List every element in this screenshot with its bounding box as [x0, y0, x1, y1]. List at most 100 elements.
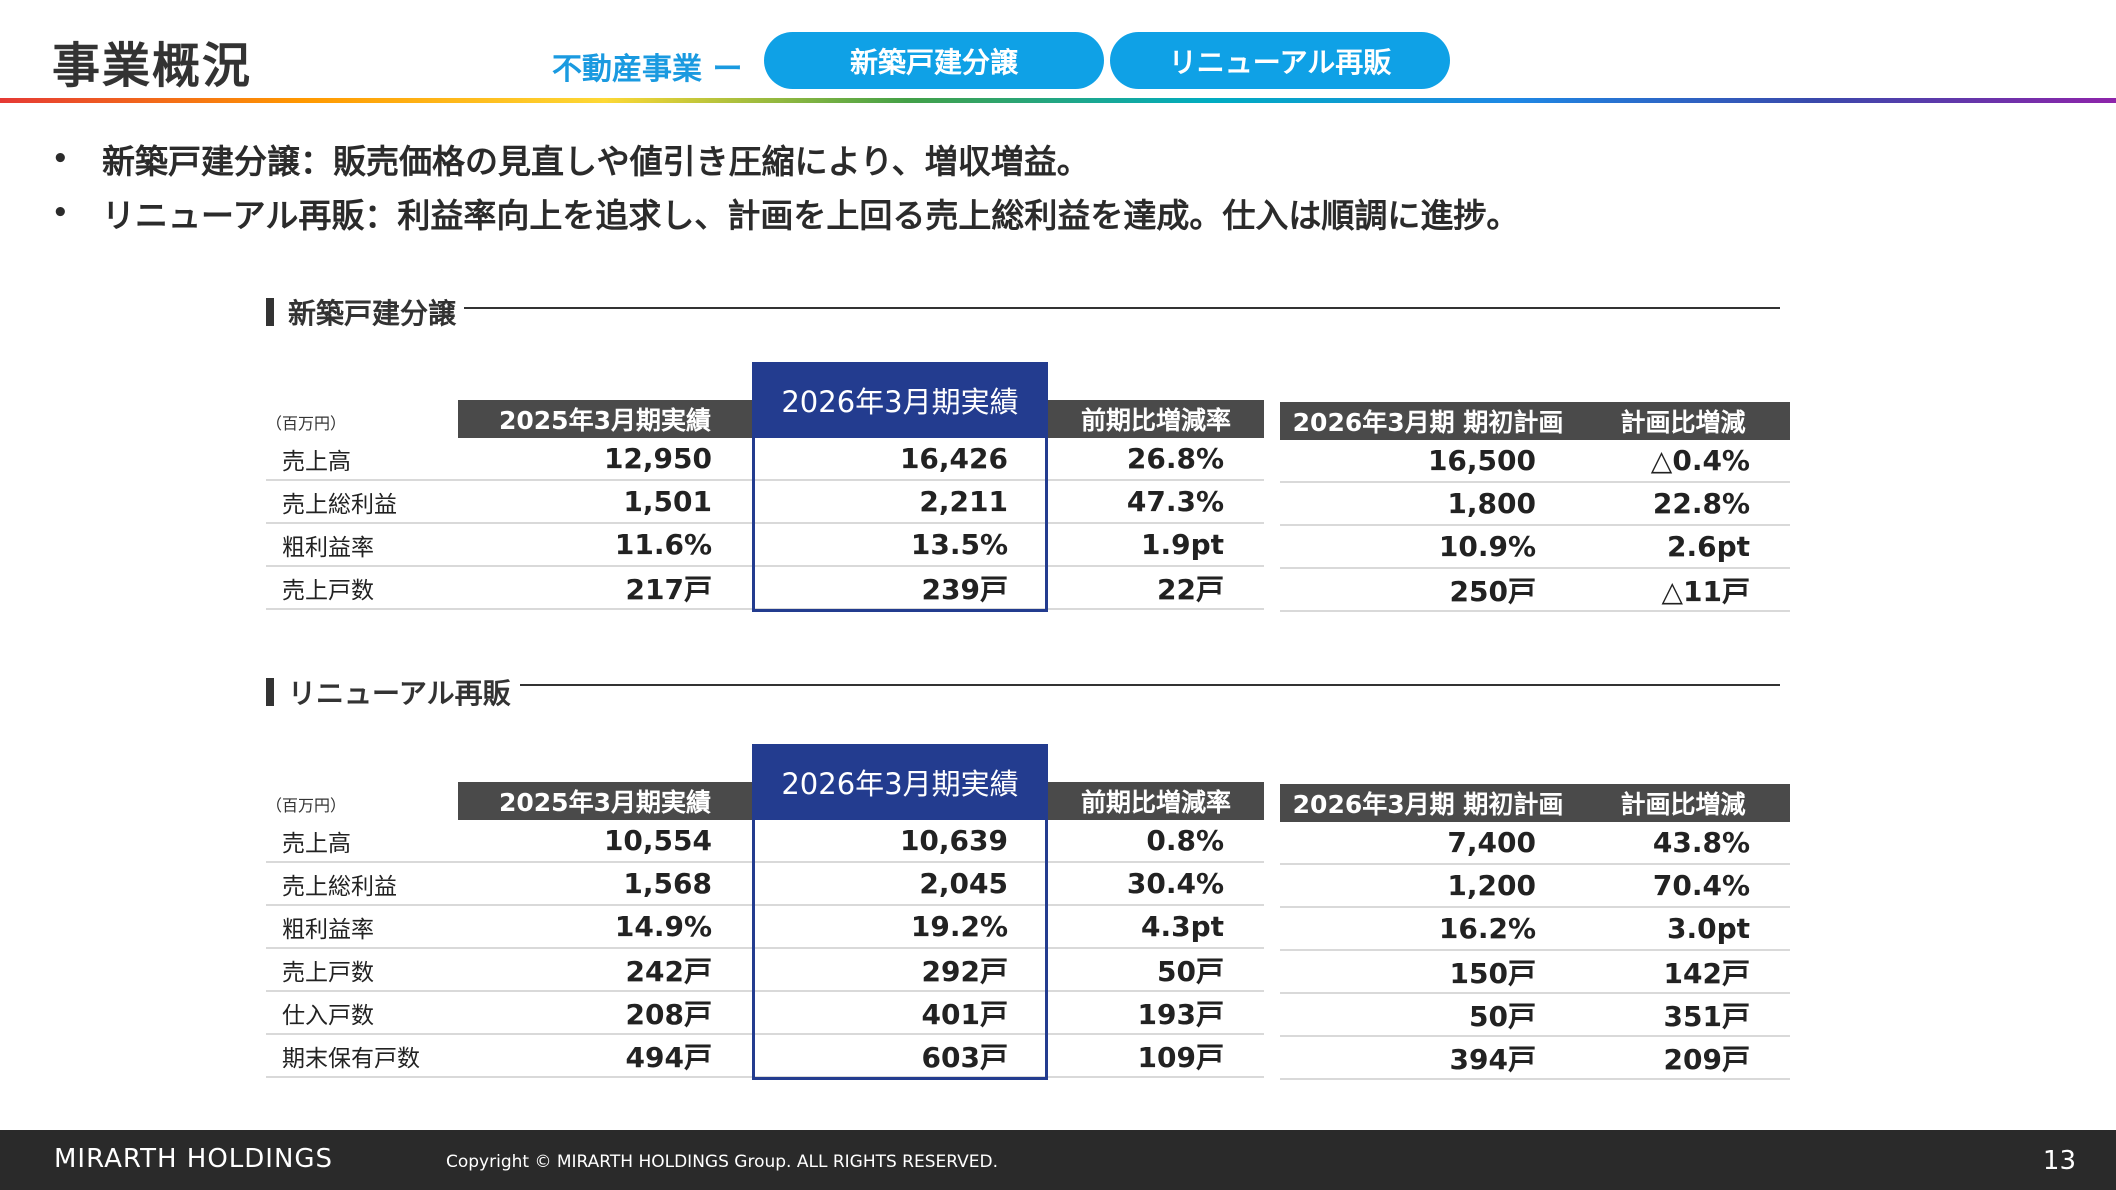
copyright-text: Copyright © MIRARTH HOLDINGS Group. ALL … [446, 1152, 999, 1172]
cell-plan: 16.2% [1280, 907, 1576, 951]
section-title: 新築戸建分譲 [288, 297, 457, 330]
column-header: 計画比増減 [1576, 402, 1790, 440]
column-header: 前期比増減率 [1048, 782, 1264, 820]
table-row: 1,200 70.4% [1280, 864, 1790, 908]
column-header: 2026年3月期 期初計画 [1280, 784, 1576, 822]
cell-plan: 394戸 [1280, 1036, 1576, 1080]
header-blank [266, 782, 458, 820]
unit-label: （百万円） [266, 414, 347, 433]
table-row: 粗利益率 11.6% 13.5% 1.9pt [266, 523, 1264, 567]
cell-curr: 16,426 [752, 438, 1048, 481]
table-header-row: 2025年3月期実績 前期比増減率 [266, 400, 1264, 438]
cell-diff: 2.6pt [1576, 525, 1790, 569]
cell-plan: 1,200 [1280, 864, 1576, 908]
cell-curr: 2,211 [752, 480, 1048, 524]
highlight-column-header: 2026年3月期実績 [752, 362, 1048, 438]
tab-new-homes[interactable]: 新築戸建分譲 [764, 32, 1104, 89]
table-row: 10.9% 2.6pt [1280, 525, 1790, 569]
tab-renewal-resale[interactable]: リニューアル再販 [1110, 32, 1450, 89]
results-table-new-homes: 2025年3月期実績 前期比増減率 売上高 12,950 16,426 26.8% 売… [266, 400, 1264, 610]
cell-curr: 401戸 [752, 991, 1048, 1035]
row-label: 売上高 [266, 820, 458, 863]
cell-diff: △0.4% [1576, 440, 1790, 483]
column-header: 2025年3月期実績 [458, 400, 752, 438]
table-row: 150戸 142戸 [1280, 950, 1790, 994]
cell-diff: 43.8% [1576, 822, 1790, 865]
cell-diff: 22.8% [1576, 482, 1790, 526]
cell-prev: 14.9% [458, 905, 752, 949]
highlight-column-frame [752, 362, 1048, 612]
cell-yoy: 50戸 [1048, 948, 1264, 992]
bullet-item: • 新築戸建分譲：販売価格の見直しや値引き圧縮により、増収増益。 [52, 132, 1519, 186]
table-row: 売上総利益 1,568 2,045 30.4% [266, 862, 1264, 906]
bullet-dot: • [52, 144, 69, 174]
cell-yoy: 0.8% [1048, 820, 1264, 863]
row-label: 売上高 [266, 438, 458, 481]
column-header: 計画比増減 [1576, 784, 1790, 822]
cell-curr: 603戸 [752, 1034, 1048, 1078]
cell-curr: 13.5% [752, 523, 1048, 567]
table-row: 売上総利益 1,501 2,211 47.3% [266, 480, 1264, 524]
row-label: 売上総利益 [266, 480, 458, 524]
row-label: 粗利益率 [266, 905, 458, 949]
highlight-column-frame [752, 744, 1048, 1080]
cell-yoy: 109戸 [1048, 1034, 1264, 1078]
footer: MIRARTH HOLDINGS Copyright © MIRARTH HOL… [0, 1130, 2116, 1190]
column-header: 2025年3月期実績 [458, 782, 752, 820]
cell-plan: 7,400 [1280, 822, 1576, 865]
cell-prev: 1,568 [458, 862, 752, 906]
row-label: 仕入戸数 [266, 991, 458, 1035]
row-label: 売上戸数 [266, 566, 458, 610]
table-header-row: 2026年3月期 期初計画 計画比増減 [1280, 784, 1790, 822]
cell-plan: 250戸 [1280, 568, 1576, 612]
cell-diff: 351戸 [1576, 993, 1790, 1037]
row-label: 売上戸数 [266, 948, 458, 992]
section-heading-renewal: リニューアル再販 [266, 672, 511, 712]
column-header: 2026年3月期 期初計画 [1280, 402, 1576, 440]
cell-curr: 2,045 [752, 862, 1048, 906]
cell-yoy: 47.3% [1048, 480, 1264, 524]
segment-label: 不動産事業 ー [552, 52, 743, 87]
table-row: 粗利益率 14.9% 19.2% 4.3pt [266, 905, 1264, 949]
summary-bullets: • 新築戸建分譲：販売価格の見直しや値引き圧縮により、増収増益。 • リニューアル再… [52, 132, 1519, 240]
heading-bar [266, 678, 274, 706]
cell-diff: 142戸 [1576, 950, 1790, 994]
header-blank [266, 400, 458, 438]
unit-label: （百万円） [266, 796, 347, 815]
cell-prev: 12,950 [458, 438, 752, 481]
cell-plan: 1,800 [1280, 482, 1576, 526]
row-label: 期末保有戸数 [266, 1034, 458, 1078]
cell-diff: 209戸 [1576, 1036, 1790, 1080]
row-label: 粗利益率 [266, 523, 458, 567]
cell-prev: 10,554 [458, 820, 752, 863]
table-row: 1,800 22.8% [1280, 482, 1790, 526]
section-heading-new-homes: 新築戸建分譲 [266, 292, 456, 332]
table-row: 売上戸数 242戸 292戸 50戸 [266, 948, 1264, 992]
table-row: 売上高 10,554 10,639 0.8% [266, 820, 1264, 863]
table-row: 16,500 △0.4% [1280, 440, 1790, 483]
cell-diff: 3.0pt [1576, 907, 1790, 951]
table-row: 期末保有戸数 494戸 603戸 109戸 [266, 1034, 1264, 1078]
section-rule [520, 684, 1780, 686]
table-row: 仕入戸数 208戸 401戸 193戸 [266, 991, 1264, 1035]
row-label: 売上総利益 [266, 862, 458, 906]
highlight-column-header: 2026年3月期実績 [752, 744, 1048, 820]
table-header-row: 2026年3月期 期初計画 計画比増減 [1280, 402, 1790, 440]
cell-curr: 19.2% [752, 905, 1048, 949]
section-rule [464, 307, 1780, 309]
cell-curr: 239戸 [752, 566, 1048, 610]
cell-yoy: 193戸 [1048, 991, 1264, 1035]
table-row: 250戸 △11戸 [1280, 568, 1790, 612]
cell-plan: 150戸 [1280, 950, 1576, 994]
table-row: 394戸 209戸 [1280, 1036, 1790, 1080]
rainbow-divider [0, 98, 2116, 103]
plan-table-new-homes: 2026年3月期 期初計画 計画比増減 16,500 △0.4% 1,800 22.… [1280, 402, 1790, 612]
page-title: 事業概況 [52, 38, 253, 94]
results-table-renewal: 2025年3月期実績 前期比増減率 売上高 10,554 10,639 0.8% 売上… [266, 782, 1264, 1078]
company-logo: MIRARTH HOLDINGS [54, 1144, 334, 1174]
bullet-text: リニューアル再販：利益率向上を追求し、計画を上回る売上総利益を達成。仕入は順調に… [102, 196, 1520, 235]
heading-bar [266, 298, 274, 326]
cell-prev: 11.6% [458, 523, 752, 567]
table-row: 50戸 351戸 [1280, 993, 1790, 1037]
section-title: リニューアル再販 [288, 677, 511, 710]
